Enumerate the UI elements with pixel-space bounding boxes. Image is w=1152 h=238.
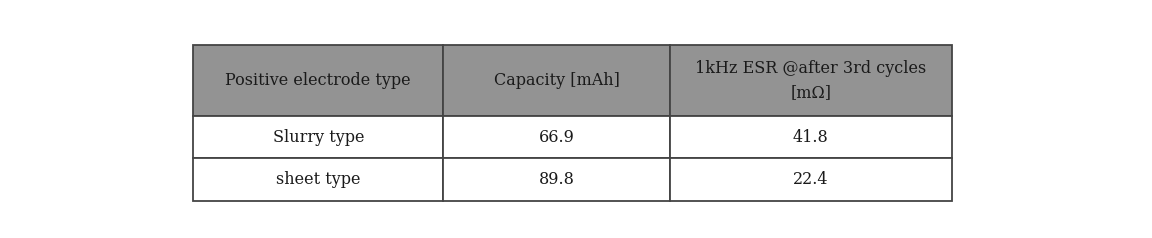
Text: Capacity [mAh]: Capacity [mAh] [494,72,620,89]
Bar [194,158,444,201]
Bar [669,158,952,201]
Bar [444,45,669,116]
Bar [194,116,444,158]
Text: Slurry type: Slurry type [273,129,364,146]
Bar [669,45,952,116]
Bar [444,158,669,201]
Text: sheet type: sheet type [276,171,361,188]
Text: 66.9: 66.9 [539,129,575,146]
Text: Positive electrode type: Positive electrode type [226,72,411,89]
Bar [444,116,669,158]
Bar [194,45,444,116]
Text: 22.4: 22.4 [793,171,828,188]
Bar [669,116,952,158]
Text: 89.8: 89.8 [539,171,575,188]
Text: 41.8: 41.8 [793,129,828,146]
Text: 1kHz ESR @after 3rd cycles
[mΩ]: 1kHz ESR @after 3rd cycles [mΩ] [696,60,926,101]
